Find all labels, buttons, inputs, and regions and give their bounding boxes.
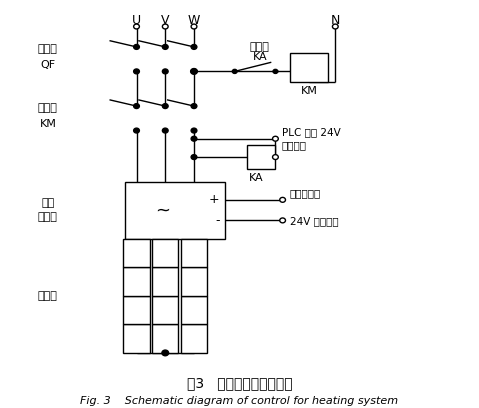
Text: 图3   加热系统控制原理图: 图3 加热系统控制原理图 [187,376,292,390]
Circle shape [162,104,168,109]
Text: KA: KA [249,173,263,183]
Circle shape [191,69,197,74]
Circle shape [134,104,139,109]
Text: ~: ~ [155,201,170,219]
Circle shape [191,136,197,141]
Circle shape [280,218,285,223]
Text: V: V [161,14,170,27]
Text: QF: QF [40,60,56,70]
Text: 控制信号: 控制信号 [282,140,307,150]
Text: N: N [331,14,340,27]
Circle shape [162,44,168,49]
Bar [123,324,149,353]
Bar [247,145,275,169]
Circle shape [162,69,168,74]
Bar [123,267,149,296]
Circle shape [191,128,197,133]
Text: 加热器: 加热器 [38,291,58,301]
Circle shape [273,69,278,73]
Circle shape [134,69,139,74]
Bar [290,53,328,82]
Circle shape [134,44,139,49]
Bar [125,182,225,239]
Text: 断路器: 断路器 [38,103,58,113]
Circle shape [191,69,197,74]
Text: W: W [188,14,200,27]
Circle shape [162,350,169,356]
Text: +: + [209,193,219,206]
Circle shape [273,155,278,160]
Text: KM: KM [39,120,57,129]
Circle shape [162,128,168,133]
Text: 断路器: 断路器 [38,44,58,54]
Circle shape [191,155,197,160]
Bar [123,296,149,324]
Text: U: U [132,14,141,27]
Bar [152,239,178,267]
Text: -: - [215,214,219,227]
Circle shape [191,44,197,49]
Bar [152,296,178,324]
Circle shape [191,24,197,29]
Bar [181,324,207,353]
Circle shape [191,104,197,109]
Circle shape [332,24,338,29]
Circle shape [232,69,237,73]
Bar [181,267,207,296]
Bar [152,267,178,296]
Bar [181,296,207,324]
Text: Fig. 3    Schematic diagram of control for heating system: Fig. 3 Schematic diagram of control for … [80,396,399,406]
Circle shape [162,24,168,29]
Circle shape [134,24,139,29]
Text: PLC 直流 24V: PLC 直流 24V [282,127,341,137]
Bar [181,239,207,267]
Text: 固态: 固态 [41,198,55,208]
Bar [152,324,178,353]
Text: 温控器直流: 温控器直流 [290,188,321,198]
Text: 继电器: 继电器 [250,42,270,52]
Text: KA: KA [252,52,267,62]
Text: KM: KM [300,86,318,95]
Text: 继电器: 继电器 [38,212,58,222]
Circle shape [273,136,278,141]
Circle shape [280,197,285,202]
Circle shape [134,128,139,133]
Bar [123,239,149,267]
Text: 24V 控制信号: 24V 控制信号 [290,217,339,226]
